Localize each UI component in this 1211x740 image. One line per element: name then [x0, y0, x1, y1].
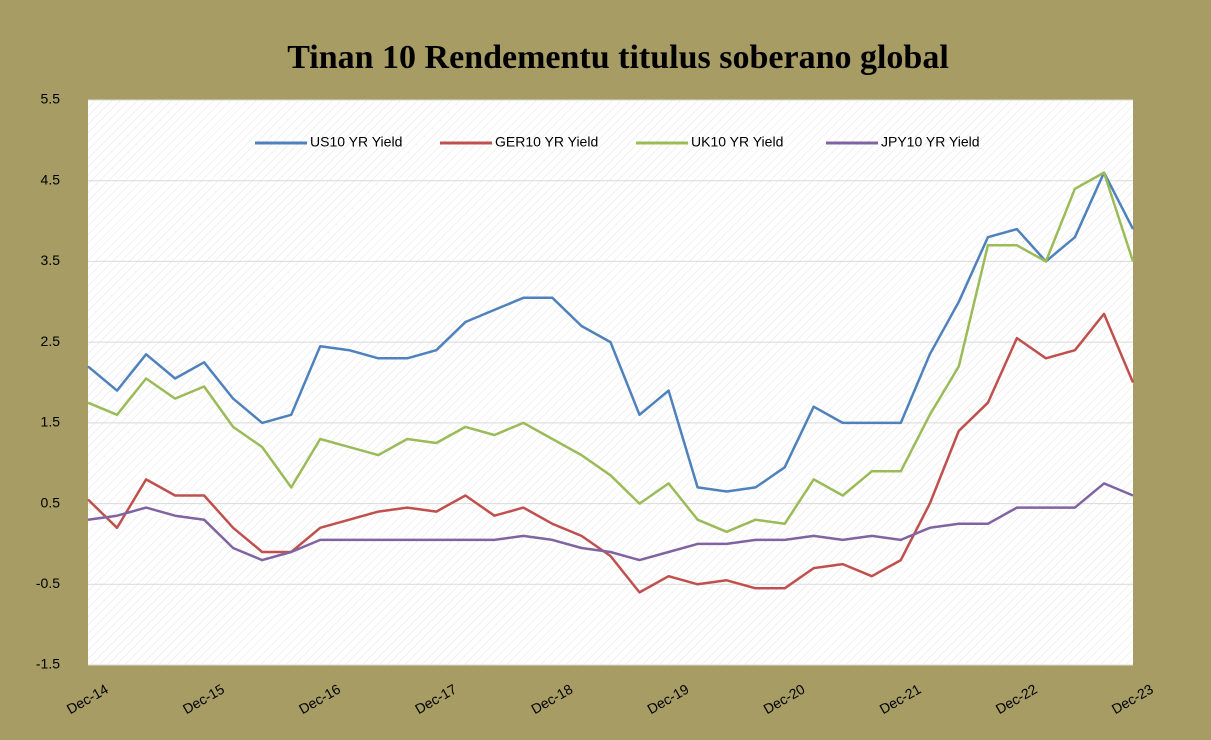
- chart-title: Tinan 10 Rendementu titulus soberano glo…: [287, 39, 949, 76]
- y-tick-label: 5.5: [41, 91, 61, 107]
- y-tick-label: -1.5: [36, 656, 60, 672]
- x-tick-label: Dec-16: [296, 681, 343, 718]
- x-tick-label: Dec-15: [180, 681, 227, 718]
- series-line: [87, 171, 1135, 534]
- series-line: [87, 312, 1135, 594]
- y-tick-label: 1.5: [41, 414, 61, 430]
- x-tick-label: Dec-19: [644, 681, 691, 718]
- y-tick-label: 0.5: [41, 494, 61, 510]
- x-tick-label: Dec-20: [760, 681, 807, 718]
- legend-label: GER10 YR Yield: [495, 134, 598, 150]
- x-tick-label: Dec-21: [877, 681, 924, 718]
- series-line: [87, 482, 1134, 562]
- x-tick-label: Dec-23: [1109, 681, 1156, 718]
- series-line: [87, 171, 1135, 493]
- y-tick-label: 3.5: [41, 252, 61, 268]
- y-tick-label: 4.5: [41, 171, 61, 187]
- x-tick-label: Dec-18: [528, 681, 575, 718]
- legend-label: US10 YR Yield: [310, 134, 402, 150]
- x-tick-label: Dec-14: [64, 681, 111, 718]
- x-tick-label: Dec-22: [993, 681, 1040, 718]
- y-tick-label: 2.5: [41, 333, 61, 349]
- x-tick-label: Dec-17: [412, 681, 459, 718]
- y-tick-label: -0.5: [36, 575, 60, 591]
- legend-label: UK10 YR Yield: [691, 134, 783, 150]
- legend-label: JPY10 YR Yield: [881, 134, 980, 150]
- plot-area: [88, 100, 1133, 665]
